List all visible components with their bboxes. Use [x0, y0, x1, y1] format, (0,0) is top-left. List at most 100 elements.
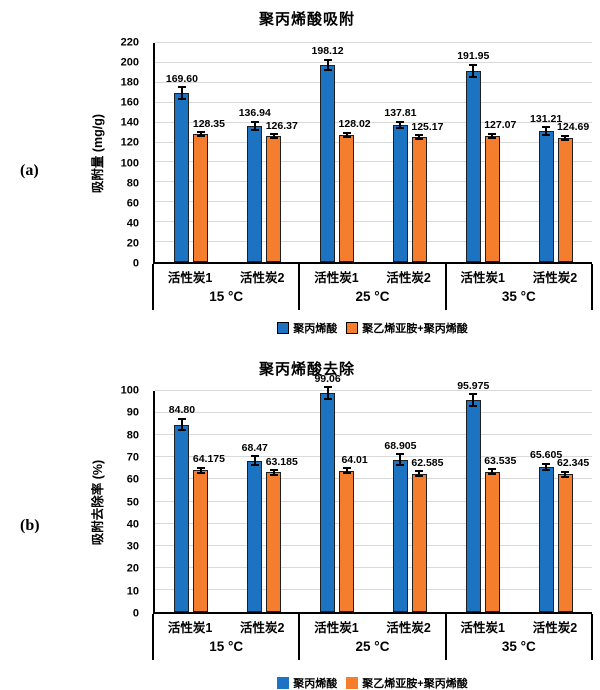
gridline: [155, 161, 592, 163]
y-tick-label: 0: [132, 257, 139, 270]
y-tick-label: 180: [120, 76, 139, 89]
y-tick-label: 120: [120, 136, 139, 149]
gridline: [155, 434, 592, 436]
chart-a-title: 聚丙烯酸吸附: [258, 11, 355, 28]
bar-cell: 136.94 126.37: [228, 43, 301, 262]
bar-cell: 137.81 125.17: [374, 43, 447, 262]
bar-cell: 65.605 62.345: [519, 391, 592, 612]
x-category-label: 活性炭2: [240, 621, 285, 635]
value-label: 68.47: [241, 441, 268, 454]
bar-fill: [247, 125, 263, 262]
x-group: 活性炭1 活性炭2 25 °C: [300, 264, 447, 310]
panel-a: (a) 聚丙烯酸吸附 吸附量 (mg/g) 0 20 40 60 80 100 120 140…: [0, 0, 600, 345]
bar-fill: [266, 472, 282, 612]
legend-swatch: [277, 677, 290, 689]
x-group-label: 25 °C: [355, 289, 390, 304]
y-tick-column: 0 20 40 60 80 100 120 140 160 180 200 220: [106, 37, 146, 269]
y-tick-label: 20: [126, 237, 139, 250]
y-tick-label: 10: [126, 585, 139, 598]
value-label: 125.17: [411, 120, 444, 133]
x-category-label: 活性炭1: [167, 621, 213, 635]
bar: 128.02: [339, 119, 371, 262]
y-tick-label: 200: [120, 56, 139, 69]
gridline: [155, 81, 592, 83]
panel-b-label: (b): [20, 517, 40, 534]
value-label: 191.95: [457, 50, 490, 63]
bar: 62.345: [557, 458, 589, 612]
bar: 127.07: [484, 120, 516, 262]
x-category-label: 活性炭2: [240, 271, 285, 285]
value-label: 198.12: [311, 45, 344, 58]
error-bar: [418, 470, 421, 477]
bar: 63.185: [266, 457, 298, 612]
bar-fill: [339, 134, 355, 262]
bar: 99.06: [314, 374, 341, 612]
bar: 198.12: [312, 46, 344, 262]
y-tick-label: 160: [120, 96, 139, 109]
gridline: [155, 221, 592, 223]
x-axis-labels: 活性炭1 活性炭2 15 °C 活性炭1 活性炭2 25 °C 活性炭1 活性炭2 35 °C: [152, 614, 593, 660]
bars-layer: 84.80 64.175 68.47 63.185 99.06 64.01 68.905 62…: [155, 374, 592, 612]
y-tick-label: 50: [126, 496, 139, 508]
bar-cell: 169.60 128.35: [155, 43, 228, 262]
error-bar: [272, 133, 275, 140]
x-group-label: 15 °C: [209, 289, 244, 304]
bar-fill: [174, 93, 190, 262]
gridline: [155, 500, 592, 502]
bar: 68.905: [384, 441, 417, 612]
x-category-label: 活性炭1: [314, 621, 359, 635]
gridline: [155, 201, 592, 203]
bar-fill: [266, 136, 282, 262]
bar: 64.175: [193, 454, 225, 612]
y-tick-label: 40: [126, 217, 139, 230]
x-category-label: 活性炭1: [460, 621, 505, 635]
x-category-label: 活性炭2: [386, 621, 431, 635]
bar: 64.01: [339, 455, 368, 612]
x-category-label: 活性炭1: [167, 271, 213, 285]
gridline: [155, 522, 592, 524]
legend-item: 聚丙烯酸: [277, 320, 337, 336]
bar-fill: [174, 424, 190, 612]
x-category-label: 活性炭2: [532, 621, 578, 635]
bar-group: 84.80 64.175 68.47 63.185: [155, 391, 301, 612]
x-group-label: 35 °C: [501, 639, 536, 654]
bar-cell: 68.905 62.585: [374, 391, 447, 612]
error-bar: [472, 63, 475, 78]
legend-swatch: [346, 322, 359, 334]
bars-layer: 169.60 128.35 136.94 126.37 198.12 128.02 137.…: [155, 43, 592, 262]
x-group: 活性炭1 活性炭2 25 °C: [300, 614, 447, 660]
bar-fill: [247, 460, 263, 612]
bar-group: 95.975 63.535 65.605 62.345: [446, 381, 592, 612]
y-tick-label: 0: [132, 607, 139, 620]
bar-fill: [193, 470, 209, 612]
x-category-row: 活性炭1 活性炭2: [300, 614, 444, 639]
error-bar: [199, 466, 202, 474]
value-label: 95.975: [457, 379, 490, 392]
y-tick-label: 20: [126, 562, 139, 575]
error-bar: [472, 393, 475, 407]
value-label: 84.80: [168, 404, 196, 417]
bar: 191.95: [457, 51, 489, 262]
bar: 128.35: [193, 119, 225, 262]
value-label: 127.07: [484, 119, 517, 132]
error-bar: [491, 468, 494, 475]
error-bar: [253, 455, 256, 467]
bar: 137.81: [384, 108, 417, 262]
x-category-label: 活性炭1: [314, 271, 359, 285]
bar-fill: [193, 134, 209, 262]
value-label: 169.60: [165, 72, 198, 85]
error-bar: [399, 120, 402, 129]
value-label: 64.175: [192, 453, 225, 466]
y-tick-label: 100: [120, 157, 139, 170]
x-group: 活性炭1 活性炭2 15 °C: [152, 614, 301, 660]
bar-cell: 95.975 63.535: [446, 381, 519, 612]
legend-label: 聚乙烯亚胺+聚丙烯酸: [362, 678, 468, 690]
x-group: 活性炭1 活性炭2 35 °C: [447, 264, 593, 310]
chart-b-y-axis-title: 吸附去除率 (%): [86, 391, 108, 614]
bar-fill: [538, 131, 554, 262]
bar-fill: [320, 64, 336, 262]
bar: 125.17: [411, 122, 444, 262]
bar-fill: [339, 470, 355, 612]
value-label: 65.605: [530, 449, 563, 462]
value-label: 63.535: [484, 454, 517, 467]
